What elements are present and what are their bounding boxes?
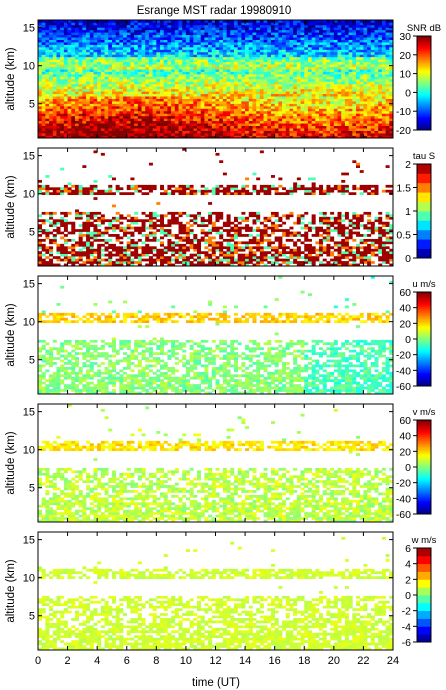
y-tick-label: 5: [29, 483, 35, 495]
colorbar-tick-label: 6: [405, 543, 411, 555]
y-tick-label: 5: [29, 227, 35, 239]
colorbar-tick-label: 20: [399, 446, 411, 458]
colorbar-tick-label: 60: [399, 287, 411, 299]
colorbar-tick-label: 2: [405, 159, 411, 171]
colorbar-tick-label: 30: [399, 31, 411, 43]
colorbar-tick-label: -60: [396, 509, 411, 521]
x-tick-label: 2: [65, 655, 71, 667]
colorbar-tick-label: 4: [405, 559, 411, 571]
x-tick-label: 12: [209, 655, 221, 667]
colorbar-tick-label: 0: [405, 462, 411, 474]
colorbar-tick-label: -40: [396, 493, 411, 505]
x-tick-label: 10: [180, 655, 192, 667]
colorbar-tick-label: 1: [405, 206, 411, 218]
heatmap-v: [38, 404, 394, 523]
x-tick-label: 4: [94, 655, 100, 667]
x-tick-label: 20: [328, 655, 340, 667]
colorbar-tick-label: 0: [405, 334, 411, 346]
x-tick-label: 0: [35, 655, 41, 667]
x-tick-label: 16: [269, 655, 281, 667]
figure-title: Esrange MST radar 19980910: [137, 5, 292, 17]
colorbar-tick-label: -40: [396, 365, 411, 377]
colorbar-w: -6 -4 -2 0 2 4 6w m/s: [402, 535, 437, 649]
y-tick-label: 10: [23, 317, 35, 329]
colorbar-tick-label: 1.5: [396, 183, 411, 195]
heatmap-w: [38, 536, 394, 651]
colorbar-tick-label: -60: [396, 381, 411, 393]
colorbar-label: w m/s: [411, 535, 437, 546]
colorbar-tick-label: 20: [399, 318, 411, 330]
colorbar-tick-label: 10: [399, 69, 411, 81]
colorbar-tick-label: 0.5: [396, 230, 411, 242]
colorbar-tick-label: -2: [402, 606, 411, 618]
y-tick-label: 10: [23, 445, 35, 457]
colorbar-tick-label: 2: [405, 574, 411, 586]
heatmap-snr: [38, 20, 394, 139]
y-tick-label: 15: [23, 151, 35, 163]
colorbar-tick-label: -4: [402, 621, 411, 633]
colorbar-label: v m/s: [413, 407, 436, 418]
colorbar-tick-label: 60: [399, 415, 411, 427]
x-tick-label: 6: [124, 655, 130, 667]
panel-u: 5 10 15 altitude (km) -60 -40 -20 0 20 40 60u m/s: [5, 275, 436, 395]
y-tick-label: 15: [23, 23, 35, 35]
x-axis-label: time (UT): [192, 677, 240, 689]
y-tick-label: 15: [23, 535, 35, 547]
heatmap-tau: [38, 148, 394, 267]
x-tick-label: 18: [298, 655, 310, 667]
colorbar-tick-label: 40: [399, 431, 411, 443]
y-axis-label: altitude (km): [5, 431, 17, 494]
colorbar-u: -60 -40 -20 0 20 40 60u m/s: [396, 279, 436, 393]
panel-v: 5 10 15 altitude (km) -60 -40 -20 0 20 40 60v m/s: [5, 403, 436, 523]
x-tick-label: 22: [357, 655, 369, 667]
y-axis-label: altitude (km): [5, 47, 17, 110]
y-axis-label: altitude (km): [5, 303, 17, 366]
y-axis-label: altitude (km): [5, 175, 17, 238]
y-tick-label: 5: [29, 611, 35, 623]
colorbar-tick-label: -6: [402, 637, 411, 649]
y-tick-label: 10: [23, 573, 35, 585]
y-tick-label: 5: [29, 99, 35, 111]
x-tick-label: 14: [239, 655, 251, 667]
heatmap-u: [38, 276, 394, 395]
y-tick-label: 10: [23, 61, 35, 73]
colorbar-tick-label: 20: [399, 50, 411, 62]
colorbar-label: u m/s: [412, 279, 435, 290]
colorbar-tick-label: -20: [396, 478, 411, 490]
y-tick-label: 5: [29, 355, 35, 367]
x-tick-label: 8: [153, 655, 159, 667]
colorbar-label: tau S: [413, 151, 435, 162]
colorbar-tick-label: 40: [399, 303, 411, 315]
y-tick-label: 10: [23, 189, 35, 201]
y-tick-label: 15: [23, 279, 35, 291]
y-axis-label: altitude (km): [5, 559, 17, 622]
colorbar-v: -60 -40 -20 0 20 40 60v m/s: [396, 407, 436, 521]
colorbar-tick-label: -10: [396, 106, 411, 118]
y-tick-label: 15: [23, 407, 35, 419]
colorbar-label: SNR dB: [407, 23, 441, 34]
colorbar-tick-label: 0: [405, 253, 411, 265]
colorbar-tick-label: 0: [405, 590, 411, 602]
x-tick-label: 24: [387, 655, 399, 667]
colorbar-tick-label: -20: [396, 125, 411, 137]
colorbar-tick-label: 0: [405, 87, 411, 99]
colorbar-tick-label: -20: [396, 350, 411, 362]
